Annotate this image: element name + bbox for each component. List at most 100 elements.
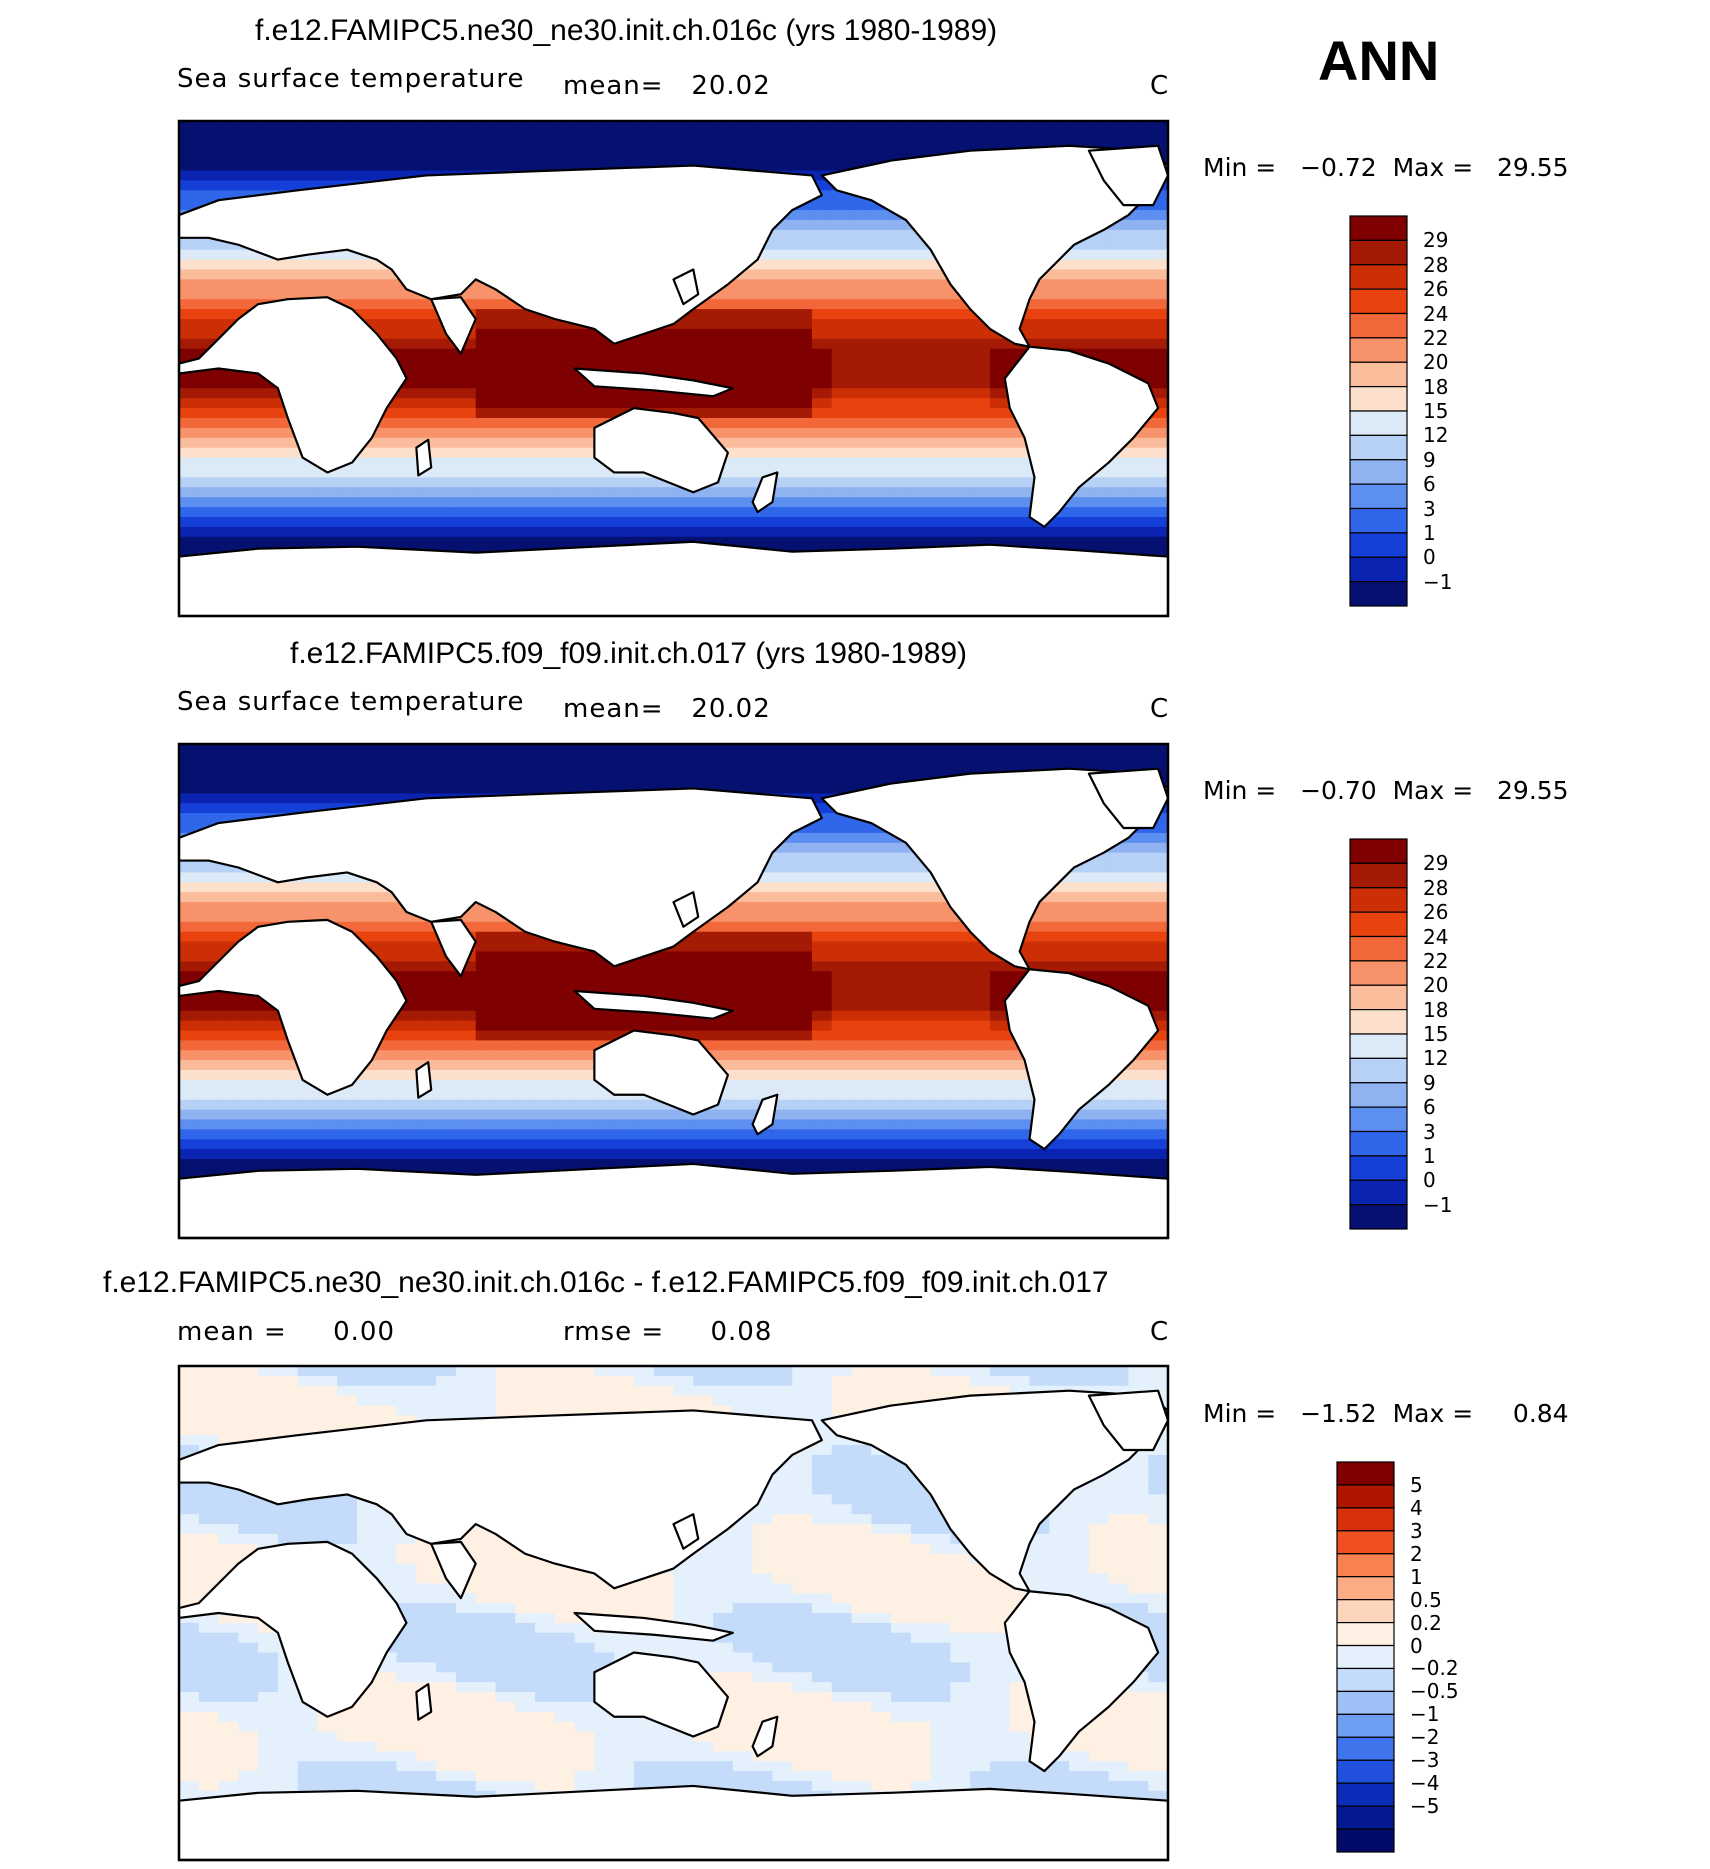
- colorbar-tick-label: −0.2: [1410, 1656, 1459, 1681]
- colorbar-tick-label: 15: [1423, 1022, 1449, 1046]
- colorbar-swatch: [1349, 1155, 1408, 1181]
- panel-1-units: C: [1150, 71, 1170, 101]
- colorbar-swatch: [1336, 1553, 1395, 1578]
- colorbar-tick-label: 22: [1423, 948, 1449, 973]
- colorbar-tick-label: 0.2: [1410, 1610, 1442, 1635]
- panel-3-rmse: rmse = 0.08: [563, 1317, 773, 1347]
- colorbar-swatch: [1349, 459, 1408, 485]
- colorbar-swatch: [1349, 960, 1408, 986]
- colorbar-swatch: [1349, 1106, 1408, 1133]
- colorbar-swatch: [1349, 532, 1408, 558]
- colorbar-swatch: [1336, 1782, 1395, 1807]
- colorbar-tick-label: 6: [1423, 1095, 1436, 1120]
- colorbar-tick-label: 0: [1423, 545, 1436, 570]
- colorbar-swatch: [1336, 1599, 1395, 1624]
- panel-1-variable-label: Sea surface temperature: [177, 64, 525, 94]
- colorbar-tick-label: 2: [1410, 1541, 1423, 1566]
- colorbar-swatch: [1349, 1009, 1408, 1035]
- colorbar-swatch: [1336, 1621, 1395, 1647]
- continents: [177, 144, 1170, 618]
- colorbar-swatch: [1349, 361, 1408, 388]
- colorbar-swatch: [1336, 1667, 1395, 1693]
- colorbar-tick-label: 26: [1423, 900, 1449, 925]
- panel-3-map: [179, 1366, 1168, 1860]
- colorbar-swatch: [1349, 862, 1408, 889]
- landmass-africa: [177, 918, 408, 1096]
- colorbar-tick-label: 6: [1423, 472, 1436, 497]
- colorbar-tick-label: 15: [1423, 399, 1449, 423]
- panel-3-colorbar: 5 4 3 2 1 0.5 0.2 0 −0.2 −0.5 −1 −2 −3 −4 −5: [1336, 1461, 1459, 1853]
- colorbar-swatch: [1349, 288, 1408, 315]
- colorbar-tick-label: −5: [1410, 1794, 1440, 1819]
- colorbar-tick-label: 18: [1423, 374, 1449, 399]
- colorbar-swatches: [1349, 215, 1408, 607]
- colorbar-swatch: [1349, 1082, 1408, 1108]
- colorbar-tick-label: 24: [1423, 924, 1449, 949]
- landmass-india: [430, 918, 477, 978]
- landmass-maritime-indonesia: [573, 1611, 734, 1642]
- colorbar-tick-label: 3: [1423, 1119, 1436, 1144]
- colorbar-swatch: [1336, 1828, 1395, 1853]
- colorbar-tick-label: 3: [1423, 496, 1436, 521]
- panel-2-title: f.e12.FAMIPC5.f09_f09.init.ch.017 (yrs 1…: [290, 637, 968, 670]
- colorbar-tick-label: 28: [1423, 252, 1449, 277]
- landmass-india: [430, 1540, 477, 1600]
- map-frame: [179, 121, 1168, 616]
- colorbar-tick-label: 1: [1410, 1564, 1423, 1589]
- landmass-antarctica: [177, 1162, 1170, 1240]
- colorbar-tick-label: −4: [1410, 1771, 1440, 1796]
- landmass-maritime-indonesia: [573, 989, 734, 1020]
- colorbar-swatch: [1336, 1736, 1395, 1761]
- map-canvas: [179, 744, 1168, 1238]
- colorbar-swatch: [1336, 1530, 1395, 1555]
- colorbar-swatch: [1349, 337, 1408, 363]
- colorbar-swatch: [1349, 1033, 1408, 1059]
- colorbar-swatch: [1349, 887, 1408, 913]
- colorbar-tick-label: 12: [1423, 423, 1449, 448]
- landmass-antarctica: [177, 1784, 1170, 1862]
- colorbar-swatch: [1349, 1130, 1408, 1157]
- colorbar-tick-label: 24: [1423, 301, 1449, 326]
- landmass-australia: [593, 407, 729, 494]
- season-label: ANN: [1318, 29, 1440, 92]
- landmass-greenland: [1087, 1389, 1170, 1452]
- panel-1-map: [179, 121, 1168, 616]
- colorbar-tick-label: 1: [1423, 520, 1436, 545]
- colorbar-tick-label: 29: [1423, 851, 1449, 876]
- colorbar-tick-label: 9: [1423, 1070, 1436, 1095]
- landmass-south-america: [1003, 345, 1160, 528]
- colorbar-swatch: [1349, 1179, 1408, 1206]
- panel-2-minmax: Min = −0.70 Max = 29.55: [1203, 776, 1569, 805]
- colorbar-swatch: [1349, 434, 1408, 461]
- landmass-maritime-indonesia: [573, 367, 734, 398]
- colorbar-swatch: [1336, 1690, 1395, 1715]
- colorbar-swatch: [1349, 1204, 1408, 1230]
- colorbar-swatch: [1336, 1507, 1395, 1532]
- panel-2-mean: mean= 20.02: [563, 694, 771, 724]
- colorbar-tick-label: 1: [1423, 1143, 1436, 1168]
- landmass-africa: [177, 296, 408, 474]
- colorbar-tick-label: 0.5: [1410, 1587, 1442, 1612]
- panel-2-units: C: [1150, 694, 1170, 724]
- colorbar-swatch: [1336, 1484, 1395, 1509]
- map-canvas: [179, 1366, 1168, 1860]
- landmass-australia: [593, 1651, 729, 1738]
- colorbar-swatch: [1349, 838, 1408, 864]
- colorbar-swatch: [1349, 264, 1408, 290]
- colorbar-tick-label: −3: [1410, 1748, 1440, 1773]
- colorbar-swatch: [1336, 1644, 1395, 1670]
- panel-1-minmax: Min = −0.72 Max = 29.55: [1203, 153, 1569, 182]
- colorbar-swatch: [1349, 386, 1408, 412]
- panel-3-minmax: Min = −1.52 Max = 0.84: [1203, 1399, 1569, 1428]
- colorbar-tick-label: 28: [1423, 875, 1449, 900]
- colorbar-swatch: [1336, 1461, 1395, 1486]
- colorbar-tick-label: 9: [1423, 447, 1436, 472]
- colorbar-tick-label: 22: [1423, 325, 1449, 350]
- colorbar-swatch: [1349, 312, 1408, 339]
- landmass-new-zealand: [751, 1715, 779, 1758]
- panel-3-title: f.e12.FAMIPC5.ne30_ne30.init.ch.016c - f…: [103, 1266, 1109, 1299]
- landmass-madagascar: [415, 438, 433, 477]
- colorbar-tick-label: −1: [1410, 1702, 1440, 1727]
- colorbar-tick-label: 18: [1423, 997, 1449, 1022]
- landmass-europe-asia: [177, 164, 823, 345]
